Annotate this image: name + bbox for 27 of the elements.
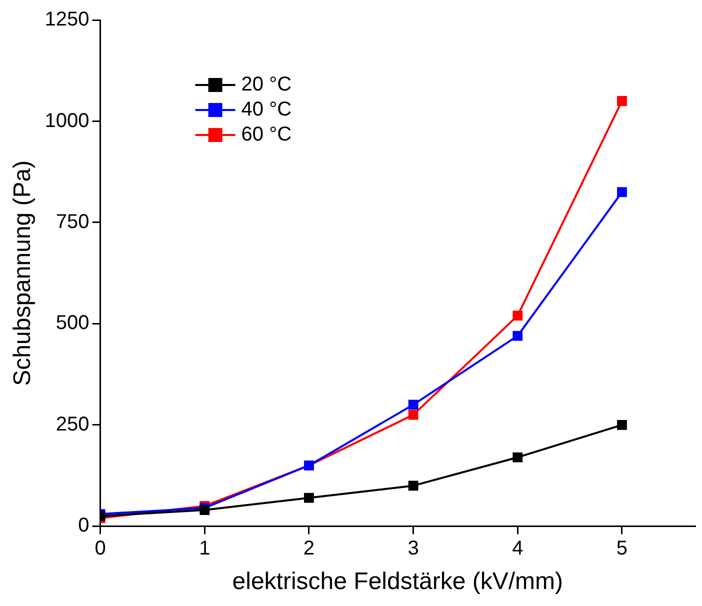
point (408, 410, 418, 420)
y-tick-label: 500 (56, 312, 90, 334)
x-tick-label: 4 (512, 538, 524, 560)
y-tick-label: 250 (56, 413, 90, 436)
legend-label: 20 °C (241, 74, 292, 96)
point (512, 310, 523, 321)
x-tick-label: 5 (616, 538, 628, 560)
y-axis-title: Schubspannung (Pa) (9, 160, 36, 386)
y-tick-label: 0 (78, 514, 90, 537)
x-tick-label: 2 (303, 538, 315, 560)
point (408, 480, 418, 491)
point (512, 330, 523, 341)
x-tick-label: 1 (199, 538, 210, 560)
y-tick-label: 1250 (44, 8, 90, 31)
point (304, 492, 314, 503)
x-axis-title: elektrische Feldstärke (kV/mm) (232, 568, 564, 596)
y-tick-label: 1000 (44, 110, 90, 132)
x-tick-label: 3 (408, 538, 419, 560)
point (617, 187, 627, 198)
point (617, 420, 627, 430)
y-tick-label: 750 (56, 210, 90, 233)
legend-label: 60 °C (241, 124, 292, 146)
point (408, 400, 418, 410)
point (512, 452, 523, 462)
x-tick-label: 0 (94, 538, 106, 560)
legend-label: 40 °C (241, 98, 292, 121)
point (617, 96, 627, 106)
